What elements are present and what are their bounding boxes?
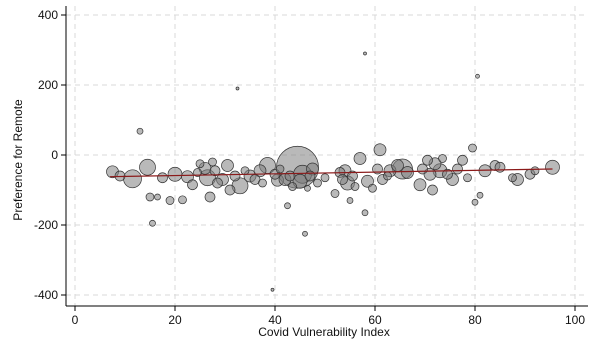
data-point [270,287,275,292]
data-point [330,189,340,198]
data-point [167,166,183,182]
data-point [494,161,506,173]
data-point [463,173,472,183]
data-point [123,169,142,189]
data-point [508,173,517,183]
data-point [313,178,322,188]
data-point [346,197,354,204]
gridlines [66,6,588,306]
x-tick-label: 60 [368,313,382,327]
x-axis-title: Covid Vulnerability Index [258,325,390,339]
data-point [212,177,223,189]
x-tick-label: 100 [565,313,585,327]
data-point [195,159,205,169]
x-tick-label: 80 [468,313,482,327]
data-point [457,154,468,166]
data-point [452,163,463,175]
data-point [208,157,217,167]
data-point [224,184,236,196]
y-tick-label: 200 [38,78,58,92]
data-point [422,154,433,166]
data-point [304,184,311,192]
data-point [442,168,453,180]
x-tick-label: 40 [268,313,282,327]
y-tick-label: 0 [51,148,58,162]
data-point [209,165,221,177]
data-point [413,178,427,192]
data-point [468,143,477,153]
fit-line-group [109,168,553,178]
data-point [288,182,297,191]
data-point [476,191,484,199]
data-point [235,86,240,91]
data-point [475,73,480,79]
data-point [401,166,414,179]
data-point [178,195,187,205]
data-point [304,170,316,182]
x-tick-label: 0 [72,313,79,327]
data-point [302,230,308,237]
data-point [350,182,360,191]
data-point [337,174,348,185]
data-point [363,51,367,56]
data-point [471,198,479,206]
data-point [383,171,392,181]
y-tick-label: -200 [34,218,58,232]
x-tick-label: 20 [168,313,182,327]
data-point [229,170,241,182]
data-point [284,202,291,210]
data-point [361,209,369,217]
axes: -400 -200 0 200 400 0 20 40 60 80 100 [34,6,588,327]
data-point [193,168,202,177]
data-points [106,51,560,292]
data-point [139,158,156,176]
data-point [187,179,198,191]
data-point [417,163,428,175]
data-point [373,143,387,157]
data-point [361,174,374,188]
data-point [154,193,161,201]
data-point [258,178,267,188]
data-point [181,170,194,184]
data-point [157,172,168,184]
data-point [275,164,285,174]
data-point [391,159,404,172]
data-point [427,184,438,196]
data-point [284,170,296,182]
data-point [438,154,447,163]
data-point [530,166,540,176]
data-point [347,170,358,182]
data-point [545,159,560,175]
y-tick-label: 400 [38,8,58,22]
data-point [353,152,367,165]
data-point [320,173,330,183]
fit-line [109,168,553,178]
data-point [240,166,250,176]
y-axis-title: Preference for Remote [11,99,25,221]
data-point [221,159,234,172]
data-point [292,173,308,189]
data-point [204,191,216,203]
data-point [149,219,156,227]
data-point [368,183,377,193]
data-point [165,196,175,205]
data-point [136,127,144,135]
data-point [145,192,155,202]
y-tick-label: -400 [34,288,58,302]
